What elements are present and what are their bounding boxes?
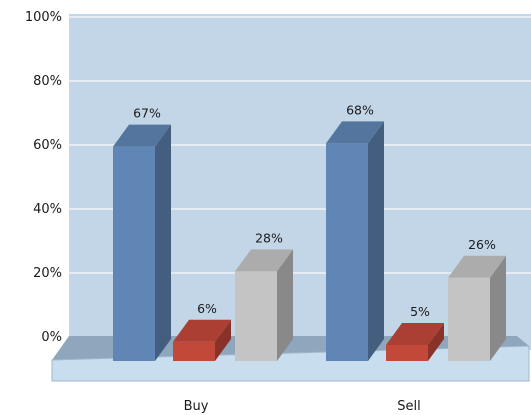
- bar-side: [277, 249, 293, 361]
- bar-top: [113, 124, 171, 147]
- y-tick-label: 80%: [33, 74, 62, 89]
- data-label: 6%: [197, 301, 217, 316]
- category-label: Sell: [397, 399, 420, 414]
- y-tick-label: 60%: [33, 138, 62, 153]
- y-axis-ticks: 0% 20% 40% 60% 80% 100%: [25, 10, 62, 345]
- data-labels: 67% 6% 28% 68% 5% 26%: [133, 102, 496, 319]
- y-tick-label: 0%: [41, 330, 62, 345]
- bar: [235, 249, 293, 361]
- bar-top: [235, 249, 293, 272]
- bar-top: [326, 121, 384, 144]
- bar-side: [155, 124, 171, 361]
- bar-side: [490, 255, 506, 361]
- data-label: 28%: [255, 230, 283, 245]
- bar: [326, 121, 384, 362]
- bar: [448, 255, 506, 361]
- bar-top: [173, 319, 231, 342]
- y-tick-label: 100%: [25, 10, 62, 25]
- bar: [113, 124, 171, 361]
- bar-side: [428, 323, 444, 361]
- data-label: 5%: [410, 304, 430, 319]
- bar-front: [386, 345, 428, 361]
- bars: [113, 121, 506, 362]
- bar-front: [448, 277, 490, 361]
- data-label: 26%: [468, 237, 496, 252]
- bar-top: [386, 323, 444, 345]
- category-labels: Buy Sell: [184, 399, 421, 414]
- bar-side: [215, 319, 231, 361]
- data-label: 67%: [133, 106, 161, 121]
- category-label: Buy: [184, 399, 209, 414]
- bar-front: [326, 143, 368, 361]
- bar: [386, 323, 444, 361]
- bar: [173, 319, 231, 361]
- y-tick-label: 40%: [33, 202, 62, 217]
- bar-front: [173, 341, 215, 361]
- bar-side: [368, 121, 384, 362]
- bar-top: [448, 255, 506, 278]
- data-label: 68%: [346, 102, 374, 117]
- y-tick-label: 20%: [33, 266, 62, 281]
- bar-front: [113, 146, 155, 361]
- bar-front: [235, 271, 277, 361]
